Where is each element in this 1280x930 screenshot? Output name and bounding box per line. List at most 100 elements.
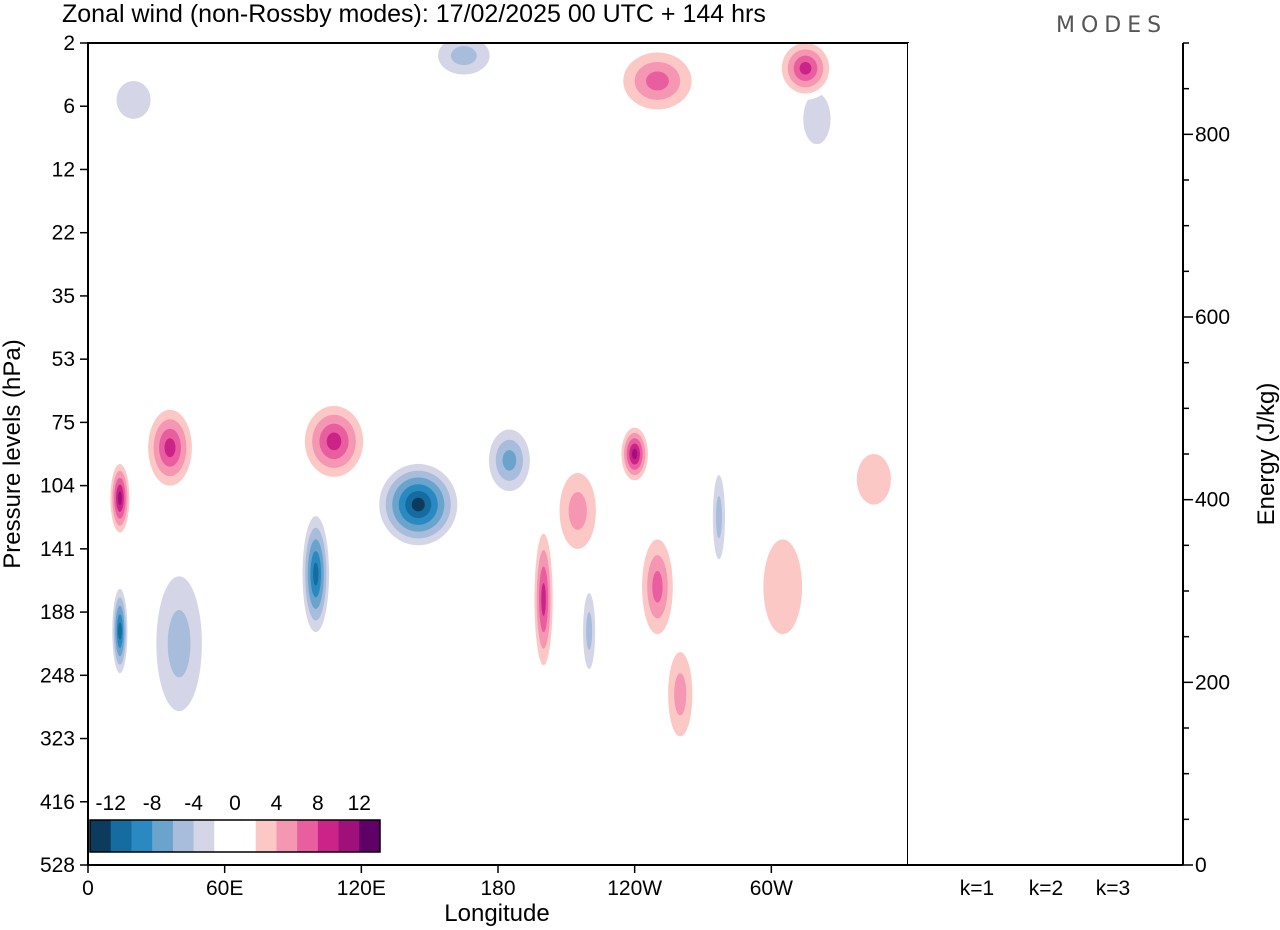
wind-feature: [297, 397, 371, 486]
wind-feature: [482, 419, 537, 502]
colorbar-label: -4: [184, 792, 203, 815]
wind-feature: [532, 517, 555, 682]
wind-feature: [595, 744, 651, 865]
y-tick-label: 323: [40, 728, 75, 751]
energy-axis-ticks: 0 200 400 600 800: [1183, 42, 1230, 877]
contour-band: [164, 438, 176, 458]
colorbar: -12 -8 -4 0 4 8 12: [89, 792, 381, 853]
y-tick-label: 12: [52, 158, 75, 181]
wind-feature: [142, 400, 198, 496]
colorbar-swatch: [297, 820, 319, 852]
energy-tick-label: 0: [1195, 854, 1207, 877]
colorbar-label: 12: [348, 792, 371, 815]
contour-band: [595, 744, 651, 865]
energy-category-label: k=2: [1029, 877, 1063, 900]
wind-feature: [580, 574, 599, 688]
contour-band: [646, 71, 669, 91]
colorbar-label: 0: [229, 792, 241, 815]
colorbar-swatch: [359, 820, 381, 852]
wind-feature: [372, 457, 464, 553]
y-tick-label: 416: [40, 791, 75, 814]
wind-feature: [110, 580, 129, 682]
energy-category-label: k=3: [1096, 877, 1130, 900]
contour-band: [632, 448, 638, 460]
contour-band: [326, 432, 342, 451]
chart-title: Zonal wind (non-Rossby modes): 17/02/202…: [62, 0, 766, 28]
colorbar-label: -8: [143, 792, 162, 815]
wind-feature: [618, 422, 651, 486]
contour-band: [450, 46, 477, 66]
colorbar-swatch: [338, 820, 360, 852]
colorbar-label: 8: [312, 792, 324, 815]
energy-tick-label: 200: [1195, 671, 1230, 694]
wind-feature: [709, 454, 729, 581]
energy-tick-label: 400: [1195, 489, 1230, 512]
brand-logo: MODES: [1056, 13, 1167, 38]
contour-band: [715, 496, 722, 539]
x-tick-label: 120E: [337, 877, 386, 900]
contour-band: [509, 811, 533, 865]
colorbar-swatch: [276, 820, 298, 852]
colorbar-swatch: [214, 820, 236, 852]
contour-band: [502, 450, 517, 471]
contour-band: [117, 491, 122, 506]
contour-band: [803, 93, 831, 145]
colorbar-swatch: [255, 820, 277, 852]
colorbar-swatch: [193, 820, 215, 852]
wind-feature: [99, 61, 168, 138]
wind-feature: [839, 428, 908, 530]
x-tick-label: 0: [82, 877, 94, 900]
wind-feature: [550, 454, 606, 568]
colorbar-label: 4: [271, 792, 283, 815]
wind-feature: [425, 43, 503, 85]
wind-feature: [662, 631, 699, 758]
contour-band: [674, 673, 687, 716]
y-tick-label: 528: [40, 854, 75, 877]
x-tick-label: 180: [480, 877, 515, 900]
wind-feature: [775, 43, 836, 100]
wind-feature: [108, 457, 132, 540]
wind-feature: [363, 305, 487, 388]
contour-band: [652, 570, 663, 603]
y-tick-label: 141: [40, 538, 75, 561]
energy-category-label: k=1: [960, 877, 994, 900]
contour-band: [224, 324, 316, 420]
contour-band: [568, 491, 587, 530]
y-tick-label: 22: [52, 222, 75, 245]
contour-band: [799, 61, 812, 75]
y-tick-label: 188: [40, 601, 75, 624]
energy-category-labels: k=1 k=2 k=3: [960, 877, 1130, 900]
colorbar-swatch: [110, 820, 132, 852]
contour-band: [363, 305, 487, 388]
heatmap-panel: 0 60E 120E 180 120W 60W 2 6 12 22 35 53 75 104 141 188…: [40, 32, 909, 900]
wind-feature: [144, 542, 214, 745]
contour-band: [856, 454, 891, 505]
wind-feature: [744, 491, 822, 682]
contour-band: [541, 582, 546, 616]
x-axis-label: Longitude: [444, 900, 549, 927]
y-tick-label: 53: [52, 348, 75, 371]
wind-feature: [636, 523, 678, 651]
wind-feature: [509, 811, 533, 865]
energy-tick-label: 600: [1195, 306, 1230, 329]
colorbar-label: -12: [96, 792, 126, 815]
contour-band: [586, 612, 593, 651]
colorbar-swatch: [131, 820, 153, 852]
x-tick-label: 60W: [750, 877, 793, 900]
contour-band: [763, 539, 803, 635]
y-axis-ticks: 2 6 12 22 35 53 75 104 141 188 248 323 416 528: [40, 32, 88, 877]
colorbar-swatch: [90, 820, 112, 852]
x-tick-label: 120W: [607, 877, 662, 900]
x-axis-ticks: 0 60E 120E 180 120W 60W: [82, 865, 793, 900]
wind-feature: [299, 504, 332, 644]
energy-axis-label: Energy (J/kg): [1253, 383, 1280, 526]
y-tick-label: 2: [63, 32, 75, 55]
colorbar-swatch: [317, 820, 340, 852]
contour-band: [411, 497, 425, 512]
y-tick-label: 248: [40, 664, 75, 687]
wind-feature: [611, 43, 703, 119]
heatmap-field: [99, 43, 908, 865]
contour-band: [117, 622, 122, 640]
y-tick-label: 75: [52, 411, 75, 434]
